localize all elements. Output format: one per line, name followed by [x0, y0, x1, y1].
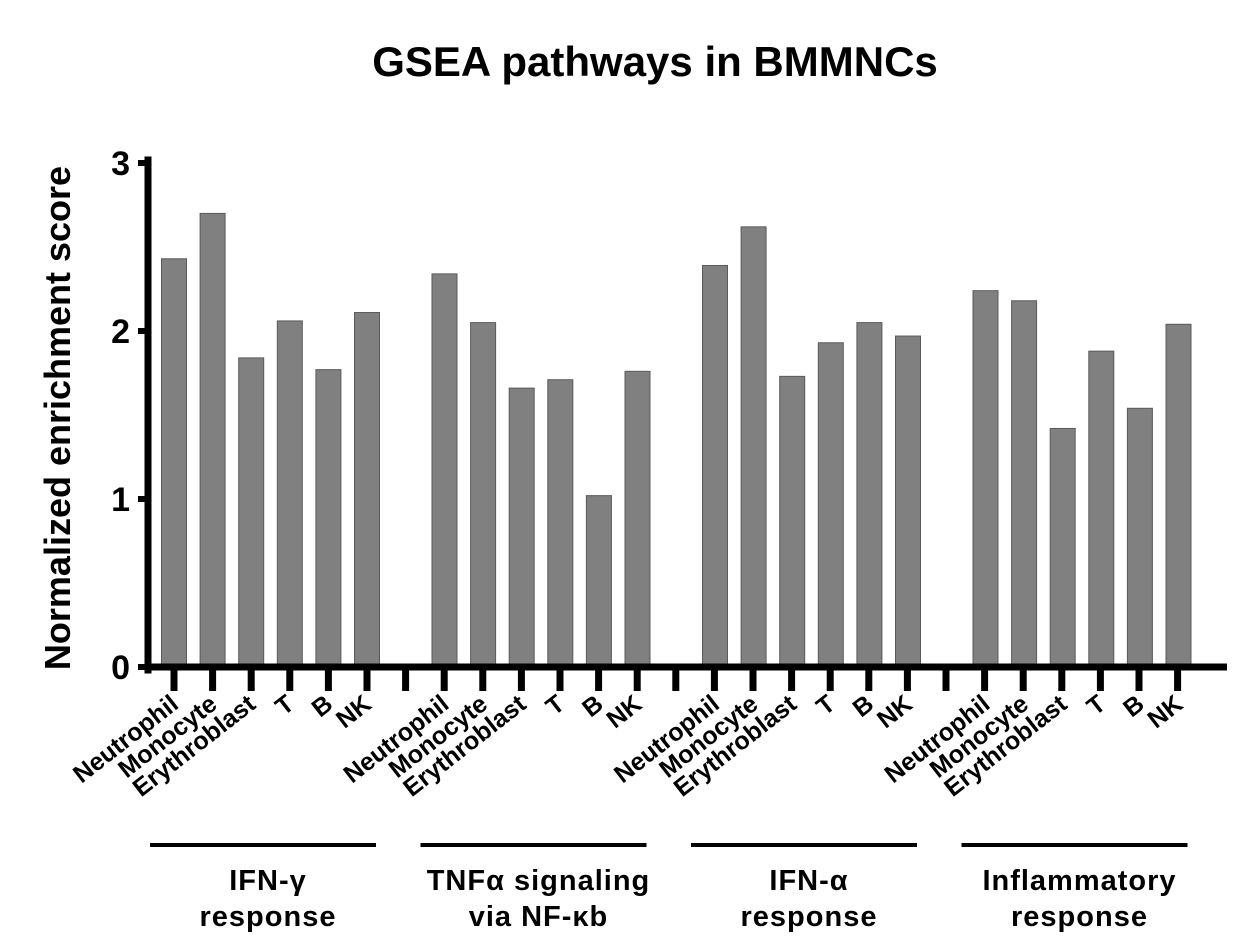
group-label: IFN-γ [229, 865, 307, 897]
y-tick-label: 0 [111, 649, 130, 687]
x-tick-label: T [270, 690, 299, 721]
chart-title: GSEA pathways in BMMNCs [372, 38, 938, 85]
bar-1-b [315, 369, 342, 668]
group-label: TNFα signaling [427, 865, 651, 897]
bar-2-neutrophil [431, 273, 458, 668]
bar-4-monocyte [1011, 300, 1038, 668]
group-label: Inflammatory [982, 865, 1176, 897]
x-tick-label: NK [331, 690, 377, 734]
x-tick-label: T [811, 690, 840, 721]
bar-4-nk [1165, 323, 1192, 668]
group-label: response [1011, 901, 1148, 933]
group-label: IFN-α [769, 865, 848, 897]
bar-2-t [547, 379, 574, 668]
y-tick-label: 1 [111, 481, 130, 519]
bar-3-erythroblast [779, 375, 806, 668]
group-label: response [741, 901, 878, 933]
y-axis-label: Normalized enrichment score [37, 166, 78, 670]
x-tick-label: T [541, 690, 570, 721]
bar-1-monocyte [199, 212, 226, 668]
bar-3-b [856, 322, 883, 668]
x-tick-label: B [1118, 690, 1149, 723]
bar-3-nk [895, 335, 921, 668]
x-tick-label: B [307, 690, 338, 723]
bar-3-monocyte [740, 226, 767, 668]
bar-4-t [1088, 350, 1115, 668]
bar-4-b [1126, 407, 1153, 668]
bar-1-t [276, 320, 303, 668]
bar-1-nk [354, 312, 380, 668]
x-tick-label: T [1082, 690, 1111, 721]
y-tick-label: 3 [111, 145, 130, 183]
bar-2-monocyte [470, 322, 497, 668]
x-tick-label: NK [602, 690, 648, 734]
group-label: via NF-κb [469, 901, 609, 933]
bar-2-nk [624, 370, 651, 668]
bar-1-erythroblast [238, 357, 265, 668]
bar-2-b [585, 495, 612, 668]
bar-4-erythroblast [1049, 427, 1076, 668]
bar-2-erythroblast [508, 387, 535, 668]
group-label: response [200, 901, 337, 933]
x-tick-label: B [577, 690, 608, 723]
x-tick-label: NK [1143, 690, 1189, 734]
x-tick-label: NK [872, 690, 918, 734]
x-tick-label: B [848, 690, 879, 723]
bar-4-neutrophil [972, 290, 999, 668]
bar-3-neutrophil [702, 264, 728, 668]
bar-3-t [817, 342, 844, 668]
y-tick-label: 2 [111, 313, 130, 351]
bar-1-neutrophil [161, 258, 187, 668]
